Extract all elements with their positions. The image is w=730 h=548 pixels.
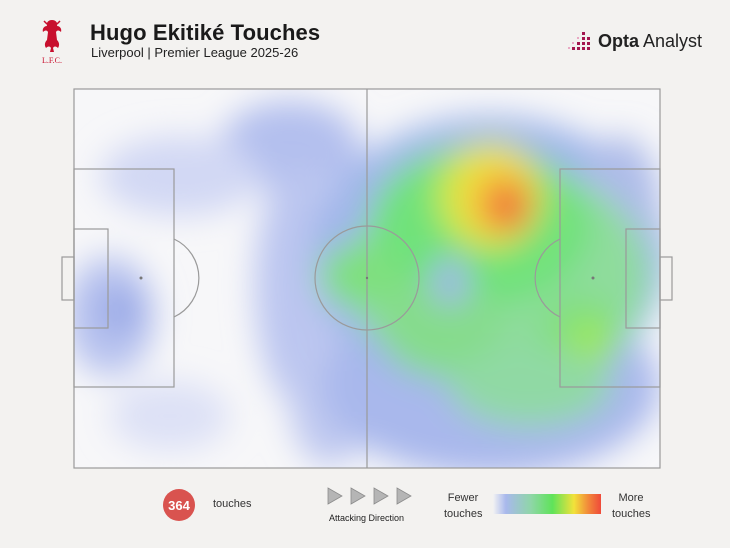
attacking-direction-label: Attacking Direction: [329, 513, 405, 523]
touch-count-badge: 364: [163, 489, 195, 521]
liverpool-crest-logo: L.F.C.: [42, 20, 62, 65]
legend-high-label: More touches: [612, 492, 651, 520]
page-subtitle: Liverpool | Premier League 2025-26: [91, 45, 299, 60]
opta-analyst-logo: Opta Analyst: [568, 30, 702, 52]
pitch-lines: [61, 88, 673, 469]
legend-color-scale: [493, 494, 601, 514]
touch-count-label: touches: [213, 498, 252, 510]
attacking-direction-arrows-icon: [327, 487, 412, 505]
heatmap-layer: [74, 101, 660, 468]
opta-dots-icon: [568, 32, 590, 50]
brand-text: Opta Analyst: [598, 30, 703, 51]
crest-text: L.F.C.: [42, 56, 62, 65]
legend-low-label: Fewer touches: [444, 492, 483, 520]
heatmap-pitch: [61, 88, 673, 469]
page-title: Hugo Ekitiké Touches: [90, 20, 321, 45]
